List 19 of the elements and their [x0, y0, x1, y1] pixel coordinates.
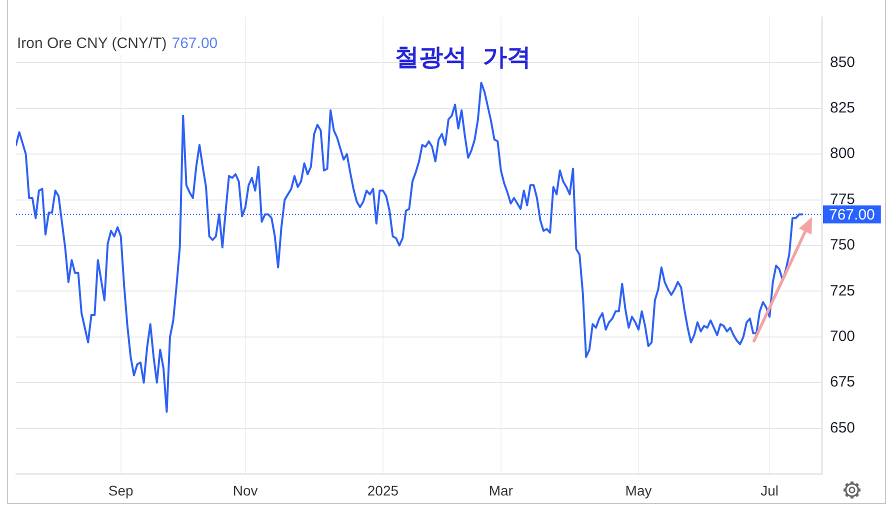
y-tick-label: 750: [830, 236, 856, 254]
y-tick-label: 700: [830, 328, 856, 346]
text: Iron Ore CNY (CNY/T): [17, 35, 167, 52]
annotation: 767.00: [172, 35, 218, 52]
x-tick-label: Sep: [108, 482, 134, 498]
text: 철광석 가격: [395, 44, 531, 72]
y-tick-label: 800: [830, 145, 856, 162]
y-tick-label: 775: [830, 190, 856, 208]
x-tick-label: May: [625, 482, 652, 498]
y-tick-label: 675: [830, 374, 856, 391]
y-tick-label: 850: [830, 54, 856, 71]
y-tick-label: 725: [830, 282, 856, 300]
y-tick-label: 825: [830, 100, 856, 117]
x-tick-label: 2025: [367, 482, 399, 498]
y-tick-label: 650: [830, 419, 856, 436]
x-tick-label: Nov: [232, 482, 258, 498]
x-tick-label: Mar: [488, 482, 514, 498]
x-tick-label: Jul: [760, 482, 779, 498]
ref-line-label: 767.00: [829, 206, 875, 224]
